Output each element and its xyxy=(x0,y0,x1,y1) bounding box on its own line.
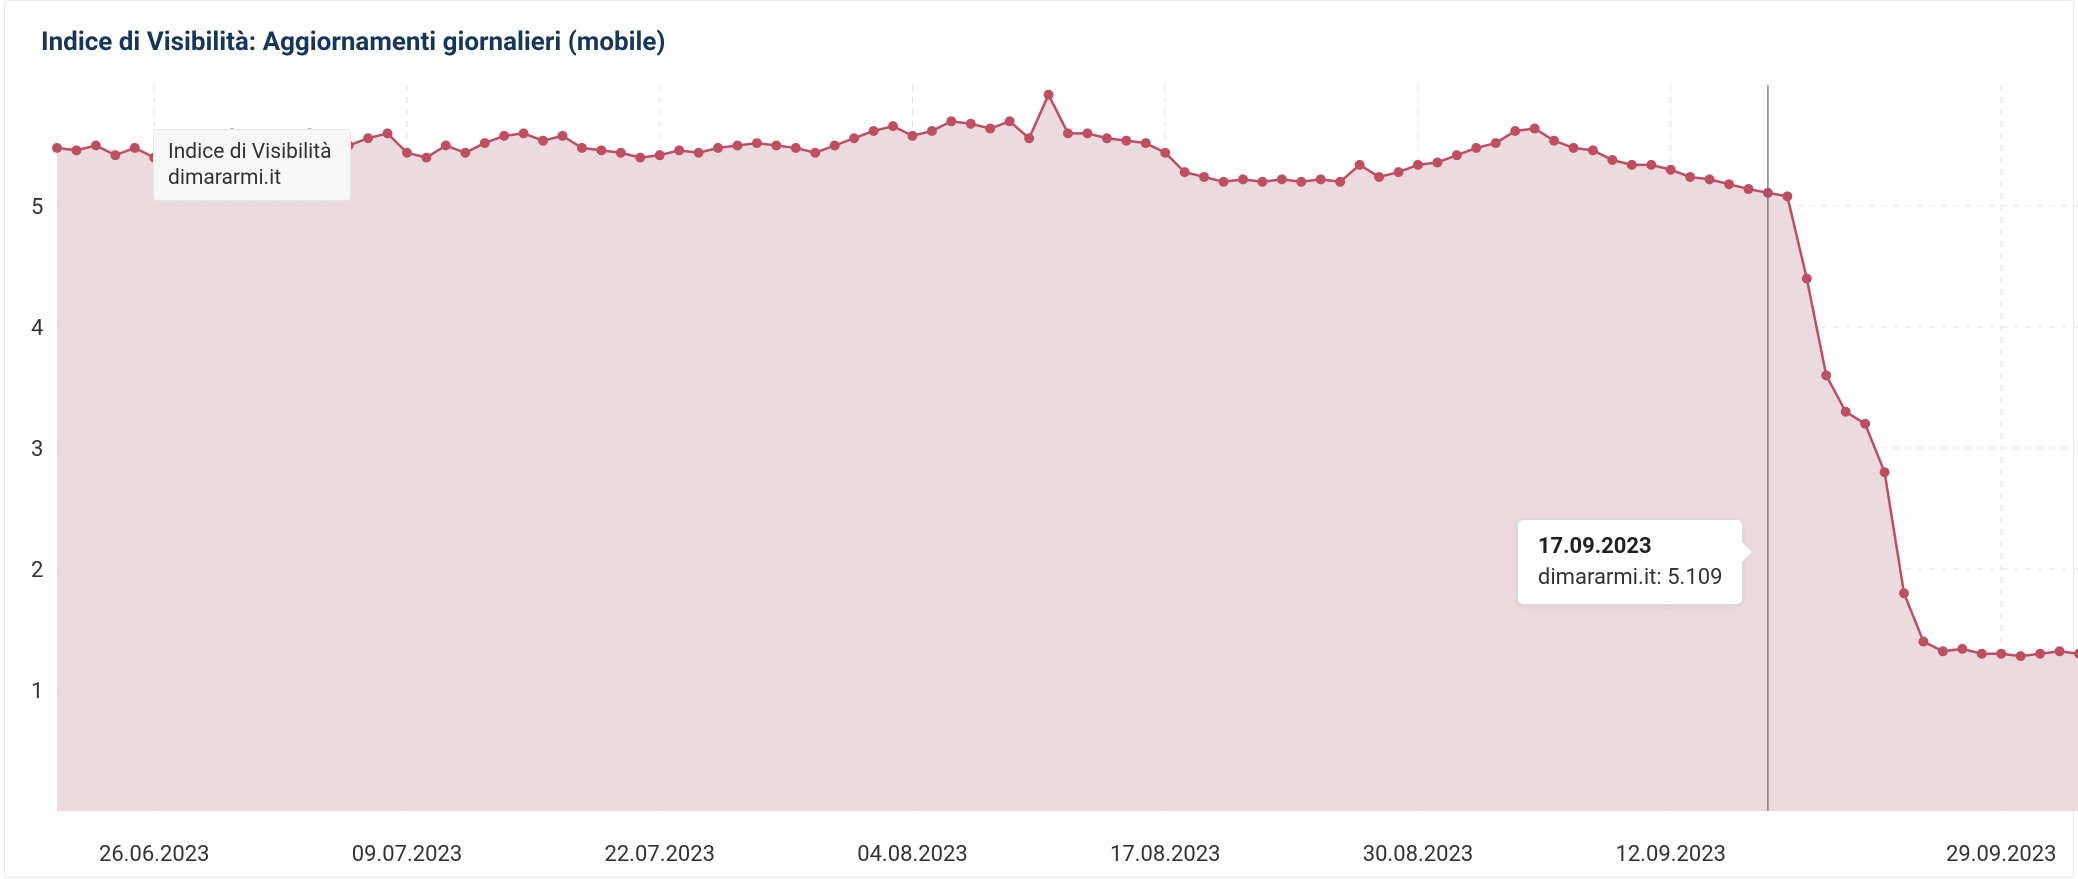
svg-text:22.07.2023: 22.07.2023 xyxy=(604,842,715,867)
legend-box: Indice di Visibilità dimararmi.it xyxy=(153,129,351,201)
svg-text:12.09.2023: 12.09.2023 xyxy=(1615,842,1726,867)
svg-text:4: 4 xyxy=(31,316,43,341)
svg-text:30.08.2023: 30.08.2023 xyxy=(1363,842,1474,867)
legend-title: Indice di Visibilità xyxy=(168,140,332,164)
svg-text:17.08.2023: 17.08.2023 xyxy=(1110,842,1221,867)
chart-card: Indice di Visibilità: Aggiornamenti gior… xyxy=(4,0,2074,878)
svg-text:2: 2 xyxy=(31,558,43,583)
svg-text:26.06.2023: 26.06.2023 xyxy=(99,842,210,867)
svg-text:04.08.2023: 04.08.2023 xyxy=(857,842,968,867)
svg-text:1: 1 xyxy=(31,679,43,704)
svg-text:3: 3 xyxy=(31,437,43,462)
svg-text:29.09.2023: 29.09.2023 xyxy=(1946,842,2057,867)
svg-text:5: 5 xyxy=(31,195,43,220)
svg-text:09.07.2023: 09.07.2023 xyxy=(352,842,463,867)
tooltip-date: 17.09.2023 xyxy=(1538,534,1723,559)
tooltip: 17.09.2023 dimararmi.it: 5.109 xyxy=(1517,519,1744,605)
legend-domain: dimararmi.it xyxy=(168,166,332,190)
tooltip-value: dimararmi.it: 5.109 xyxy=(1538,565,1723,590)
